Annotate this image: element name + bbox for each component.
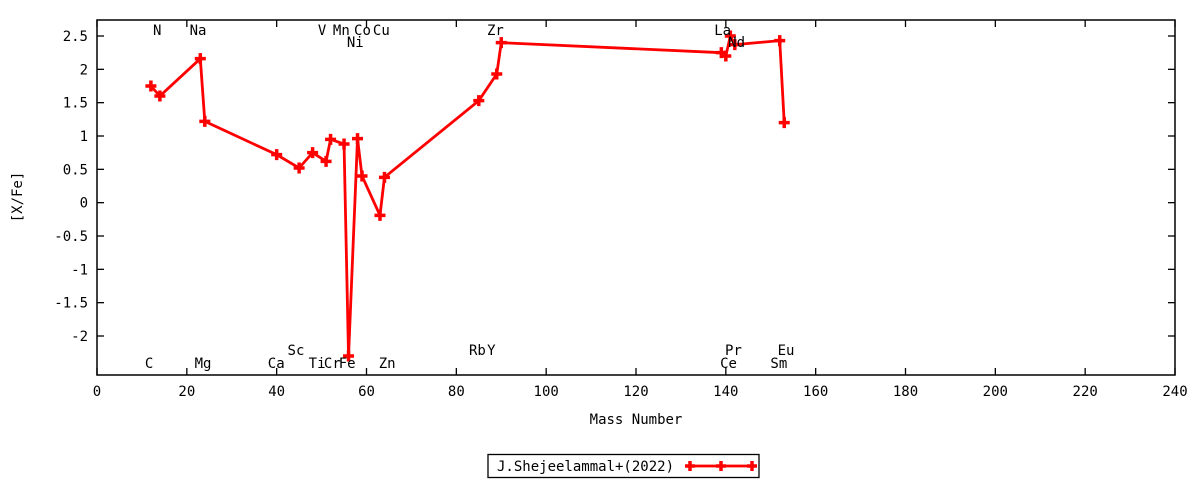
data-series-line bbox=[149, 31, 786, 357]
data-point-marker-Eu bbox=[778, 117, 790, 129]
element-label-Na: Na bbox=[190, 23, 207, 39]
data-point-marker-Ni bbox=[356, 170, 368, 182]
x-tick-label: 20 bbox=[178, 384, 195, 400]
x-tick-label: 180 bbox=[893, 384, 918, 400]
legend-box bbox=[487, 453, 760, 479]
data-point-marker-Zr bbox=[495, 37, 507, 49]
data-point-marker-Zn bbox=[378, 171, 390, 183]
element-label-C: C bbox=[145, 356, 153, 372]
x-tick-label: 160 bbox=[803, 384, 828, 400]
y-tick-label: 1.5 bbox=[63, 96, 88, 112]
element-label-Mg: Mg bbox=[195, 356, 212, 372]
element-label-Ti: Ti bbox=[309, 356, 326, 372]
data-point-marker-N bbox=[154, 90, 166, 102]
data-point-marker-C bbox=[145, 80, 157, 92]
y-tick-label: 2 bbox=[80, 62, 88, 78]
x-tick-label: 120 bbox=[623, 384, 648, 400]
element-label-Sm: Sm bbox=[770, 356, 787, 372]
x-tick-label: 0 bbox=[93, 384, 101, 400]
element-label-Pr: Pr bbox=[725, 343, 742, 359]
y-tick-label: -1.5 bbox=[54, 296, 88, 312]
x-tick-label: 100 bbox=[534, 384, 559, 400]
data-point-marker-Cu bbox=[374, 209, 386, 221]
legend-sample-marker bbox=[685, 461, 695, 471]
element-label-Ni: Ni bbox=[347, 35, 364, 51]
data-point-marker-Fe bbox=[343, 350, 355, 362]
element-label-Eu: Eu bbox=[778, 343, 795, 359]
y-tick-label: -2 bbox=[71, 329, 88, 345]
x-tick-label: 200 bbox=[983, 384, 1008, 400]
x-tick-label: 140 bbox=[713, 384, 738, 400]
data-point-marker-V bbox=[320, 155, 332, 167]
data-point-marker-Ti bbox=[307, 147, 319, 159]
element-label-Cu: Cu bbox=[373, 23, 390, 39]
element-label-Y: Y bbox=[487, 343, 496, 359]
y-tick-label: -1 bbox=[71, 262, 88, 278]
element-label-N: N bbox=[153, 23, 161, 39]
data-point-marker-Mg bbox=[199, 115, 211, 127]
x-tick-label: 40 bbox=[268, 384, 285, 400]
element-label-Rb: Rb bbox=[469, 343, 486, 359]
data-point-marker-Y bbox=[491, 68, 503, 80]
legend: J.Shejeelammal+(2022) bbox=[487, 453, 760, 479]
element-label-Fe: Fe bbox=[339, 356, 356, 372]
y-tick-label: 0.5 bbox=[63, 162, 88, 178]
element-label-V: V bbox=[318, 23, 327, 39]
data-point-marker-Na bbox=[194, 53, 206, 65]
element-label-Mn: Mn bbox=[333, 23, 350, 39]
data-point-marker-Sc bbox=[293, 162, 305, 174]
x-tick-label: 240 bbox=[1162, 384, 1187, 400]
data-point-marker-Ce bbox=[720, 50, 732, 62]
legend-line-sample bbox=[685, 461, 757, 471]
element-label-Cr: Cr bbox=[324, 356, 341, 372]
data-point-marker-Cr bbox=[325, 133, 337, 145]
x-axis-label: Mass Number bbox=[590, 412, 683, 428]
y-tick-label: 2.5 bbox=[63, 29, 88, 45]
element-label-Co: Co bbox=[354, 23, 371, 39]
data-point-marker-Co bbox=[352, 133, 364, 145]
x-tick-label: 220 bbox=[1073, 384, 1098, 400]
y-tick-label: 0 bbox=[80, 196, 88, 212]
element-label-Zr: Zr bbox=[487, 23, 504, 39]
axes: 0 20 40 60 80 100 120 140 160 180 200 220 240-2-1.5-… bbox=[54, 19, 1188, 400]
y-tick-label: -0.5 bbox=[54, 229, 88, 245]
data-point-marker-Pr bbox=[724, 30, 736, 42]
element-label-Sc: Sc bbox=[288, 343, 305, 359]
legend-sample-marker bbox=[747, 461, 757, 471]
legend-label: J.Shejeelammal+(2022) bbox=[497, 459, 674, 475]
data-point-marker-Mn bbox=[338, 138, 350, 150]
y-axis-label: [X/Fe] bbox=[10, 172, 26, 223]
element-label-Zn: Zn bbox=[379, 356, 396, 372]
element-label-La: La bbox=[714, 23, 731, 39]
data-series bbox=[145, 30, 790, 362]
plot-border bbox=[96, 19, 1176, 376]
element-label-Ce: Ce bbox=[720, 356, 737, 372]
data-point-marker-Ca bbox=[271, 149, 283, 161]
element-label-Ca: Ca bbox=[268, 356, 285, 372]
data-point-marker-Rb bbox=[473, 95, 485, 107]
x-tick-label: 80 bbox=[448, 384, 465, 400]
data-point-marker-Nd bbox=[729, 39, 741, 51]
y-tick-label: 1 bbox=[80, 129, 88, 145]
data-point-marker-Sm bbox=[774, 35, 786, 47]
legend-sample-marker bbox=[716, 461, 726, 471]
element-label-Nd: Nd bbox=[728, 35, 745, 51]
x-tick-label: 60 bbox=[358, 384, 375, 400]
